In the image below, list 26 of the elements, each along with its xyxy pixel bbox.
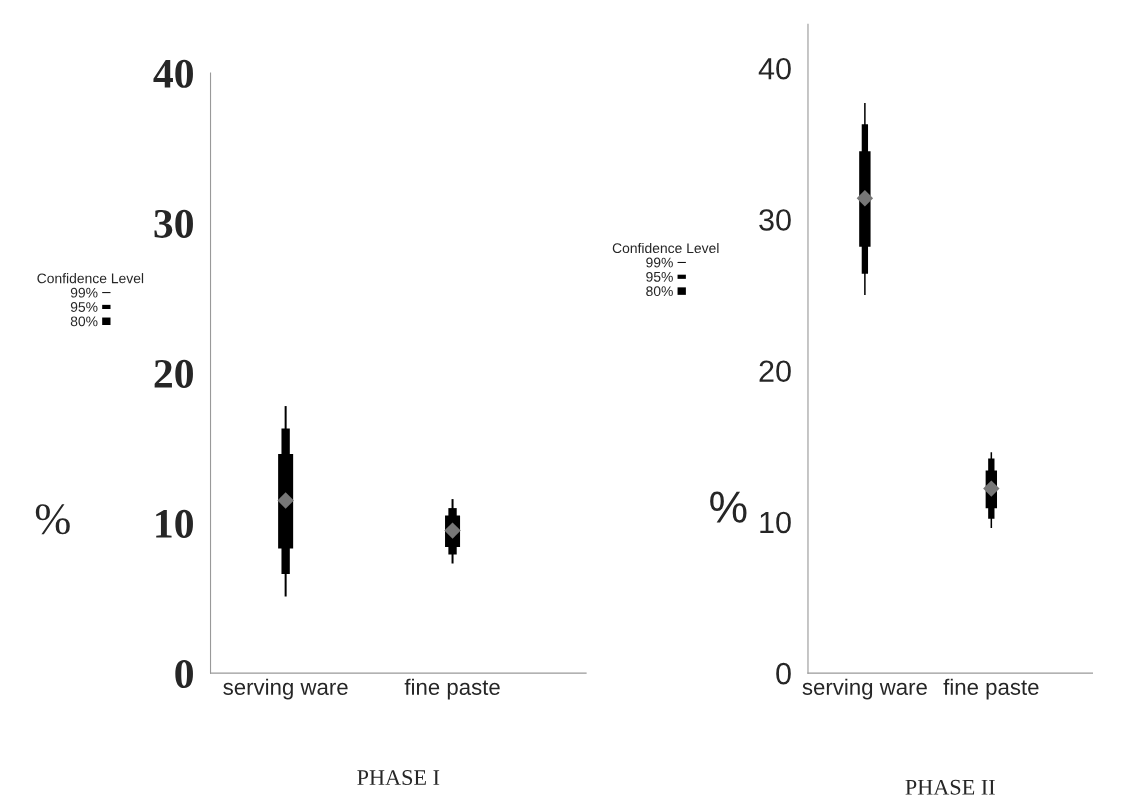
y-tick-label: 20	[759, 360, 791, 383]
y-tick-label: 0	[776, 662, 791, 685]
x-tick-label: fine paste	[943, 678, 1039, 700]
y-tick-label: 30	[759, 209, 791, 231]
y-tick-label: 10	[760, 511, 791, 534]
legend-title: Confidence Level	[612, 242, 719, 254]
y-axis-title: %	[710, 491, 747, 523]
legend-title: Confidence Level	[37, 273, 144, 284]
legend-label: 99%	[646, 257, 673, 268]
y-tick-label: 40	[758, 57, 791, 80]
y-tick-label: 10	[156, 509, 193, 538]
y-tick-label: 40	[153, 59, 193, 88]
text: PHASE I	[357, 770, 440, 786]
legend-label: 99%	[70, 287, 98, 298]
x-tick-label: fine paste	[404, 678, 500, 700]
x-tick-label: serving ware	[223, 678, 348, 700]
legend-label: 95%	[70, 302, 98, 312]
y-tick-label: 30	[154, 209, 193, 238]
legend-label: 80%	[70, 316, 98, 327]
legend-label: 80%	[646, 286, 673, 297]
legend-label: 95%	[646, 271, 673, 282]
y-tick-label: 20	[154, 359, 193, 388]
x-tick-label: serving ware	[802, 678, 927, 700]
y-axis-title: %	[35, 504, 70, 535]
text: PHASE II	[905, 779, 995, 795]
y-tick-label: 0	[175, 659, 193, 688]
